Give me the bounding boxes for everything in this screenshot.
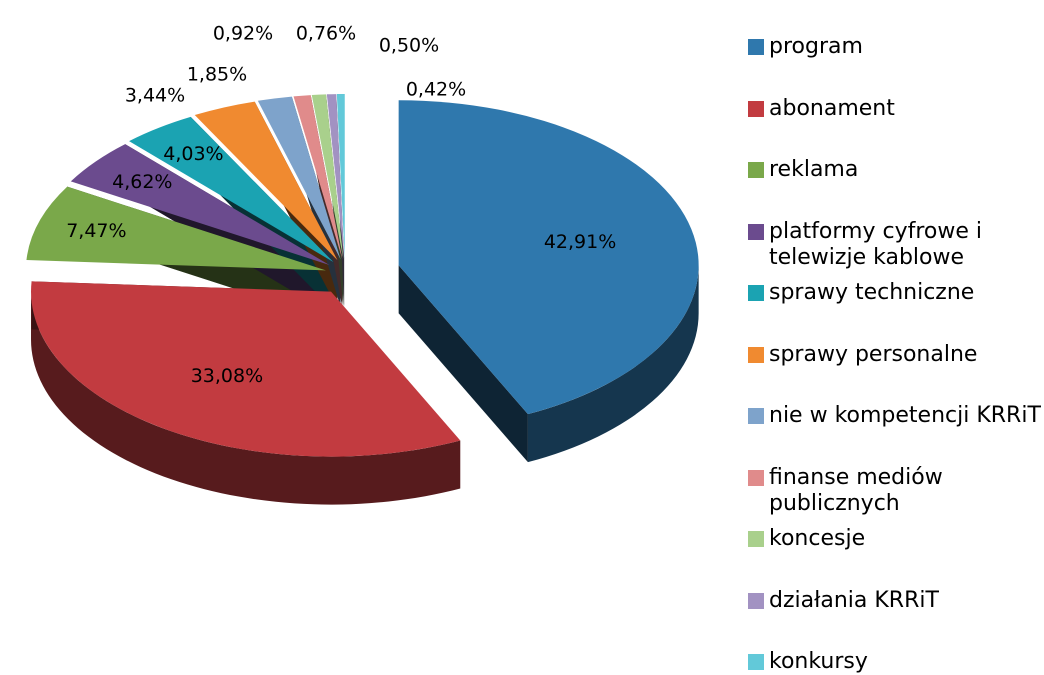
- slice: [257, 96, 341, 260]
- chart: 42,91% 33,08% 7,47% 4,62% 4,03% 3,44%1,85% 0,9…: [26, 23, 699, 505]
- data-label: 4,03%: [163, 143, 223, 165]
- legend-label: platformy cyfrowe i telewizje kablowe: [769, 218, 983, 270]
- legend-item: platformy cyfrowe i telewizje kablowe: [748, 219, 1044, 271]
- legend-swatch: [748, 346, 764, 363]
- legend-label: reklama: [769, 157, 859, 182]
- legend-label: działania KRRiT: [769, 587, 939, 613]
- pie-tops: [26, 94, 699, 457]
- slice-side: [31, 291, 461, 505]
- legend-item: sprawy techniczne: [748, 280, 1044, 306]
- data-label: 42,91%: [544, 231, 616, 253]
- legend-swatch: [748, 408, 764, 424]
- slice: [194, 101, 338, 261]
- slice: [336, 94, 345, 260]
- slice: [311, 94, 344, 260]
- legend-swatch: [748, 162, 764, 178]
- data-label: 0,50%: [379, 35, 439, 57]
- data-label: 0,76%: [296, 23, 356, 45]
- legend-swatch: [748, 285, 764, 301]
- data-label: 1,85%: [187, 64, 247, 86]
- legend-label: finanse mediów publicznych: [769, 464, 943, 516]
- legend-label: konkursy: [769, 649, 868, 674]
- legend-swatch: [748, 223, 764, 240]
- legend-item: abonament: [748, 96, 1044, 122]
- legend-item: koncesje: [748, 526, 1044, 552]
- legend-item: program: [748, 34, 1044, 60]
- slice: [326, 94, 345, 260]
- slice: [129, 116, 334, 262]
- legend-label: nie w kompetencji KRRiT: [769, 403, 1041, 428]
- legend-item: reklama: [748, 157, 1044, 183]
- legend-label: abonament: [769, 95, 895, 121]
- slice-wall: [398, 265, 528, 463]
- data-label: 0,42%: [406, 79, 466, 101]
- legend-item: konkursy: [748, 649, 1044, 675]
- data-labels: 42,91% 33,08% 7,47% 4,62% 4,03% 3,44%1,85% 0,9…: [66, 23, 616, 387]
- data-label: 3,44%: [125, 85, 185, 107]
- legend-swatch: [748, 592, 764, 609]
- data-label: 7,47%: [66, 220, 126, 242]
- slice-side: [527, 265, 699, 463]
- data-label: 0,92%: [213, 23, 273, 45]
- legend-swatch: [748, 469, 764, 486]
- legend-label: program: [769, 34, 863, 59]
- legend-item: sprawy personalne: [748, 342, 1044, 368]
- data-label: 4,62%: [112, 171, 172, 193]
- slice: [70, 144, 330, 265]
- slice: [293, 95, 343, 260]
- legend-item: finanse mediów publicznych: [748, 465, 1044, 517]
- legend-item: działania KRRiT: [748, 588, 1044, 614]
- legend-swatch: [748, 654, 764, 670]
- legend-swatch: [748, 100, 764, 117]
- data-label: 33,08%: [191, 365, 263, 387]
- legend-label: sprawy techniczne: [769, 280, 975, 305]
- slice: [31, 281, 461, 457]
- legend-swatch: [748, 531, 764, 547]
- legend-item: nie w kompetencji KRRiT: [748, 403, 1044, 429]
- slice: [26, 186, 326, 271]
- legend-swatch: [748, 39, 764, 55]
- legend-label: sprawy personalne: [769, 341, 978, 367]
- legend-label: koncesje: [769, 526, 866, 551]
- slice: [398, 100, 699, 415]
